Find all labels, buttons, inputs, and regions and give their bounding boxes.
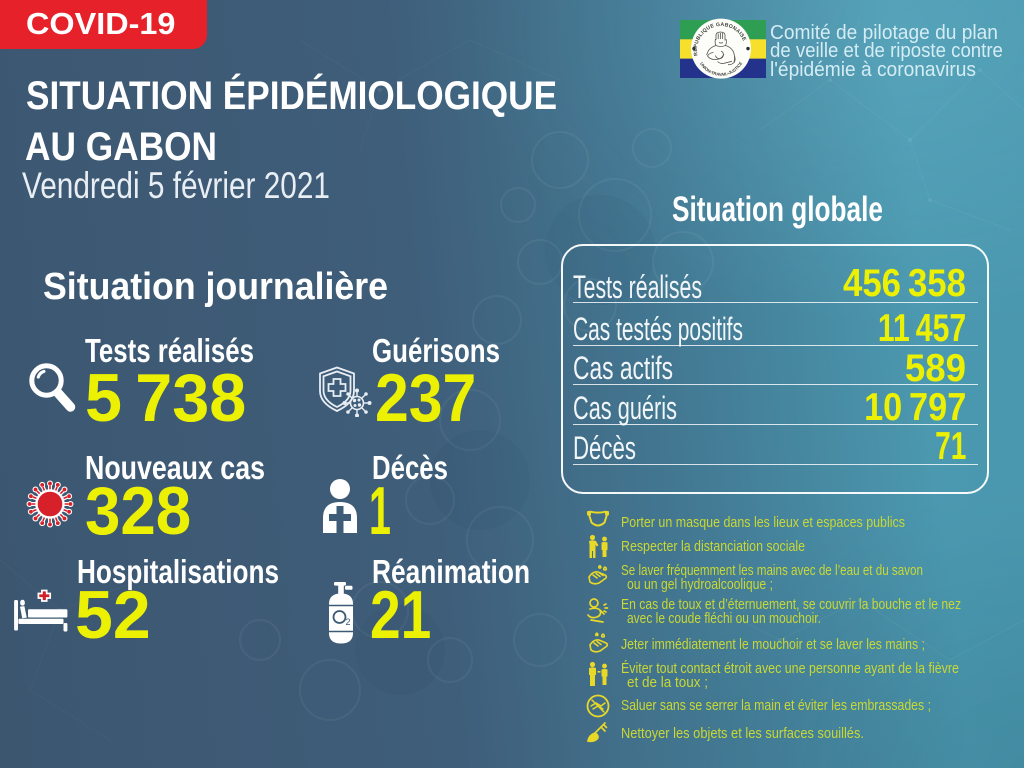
svg-text:2: 2	[346, 617, 351, 627]
